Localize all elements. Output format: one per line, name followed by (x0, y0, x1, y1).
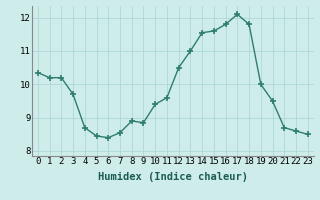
X-axis label: Humidex (Indice chaleur): Humidex (Indice chaleur) (98, 172, 248, 182)
